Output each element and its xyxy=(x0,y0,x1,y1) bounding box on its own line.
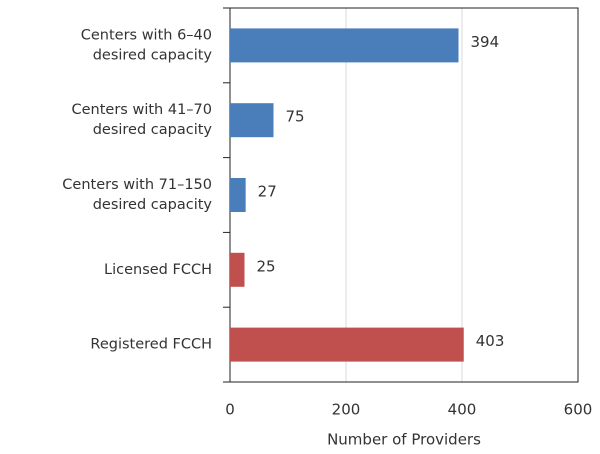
y-tick-label: Centers with 6–40 desired capacity xyxy=(81,27,213,63)
x-tick-label: 0 xyxy=(225,401,235,419)
data-label: 394 xyxy=(471,33,500,51)
x-tick-label: 400 xyxy=(448,401,477,419)
y-tick-label: Licensed FCCH xyxy=(104,262,212,278)
data-label: 403 xyxy=(476,332,505,350)
x-axis-title: Number of Providers xyxy=(327,431,481,449)
data-label: 75 xyxy=(286,108,305,126)
x-tick-label: 200 xyxy=(332,401,361,419)
x-tick-label: 600 xyxy=(564,401,593,419)
y-tick-label: Centers with 71–150 desired capacity xyxy=(62,177,212,213)
plot-frame xyxy=(229,7,579,383)
bar xyxy=(230,327,464,362)
bar xyxy=(230,252,245,287)
bar xyxy=(230,178,246,212)
data-label: 27 xyxy=(258,183,277,201)
data-label: 25 xyxy=(257,257,276,275)
y-tick-label: Registered FCCH xyxy=(90,337,212,353)
bar xyxy=(230,28,459,63)
y-tick-label: Centers with 41–70 desired capacity xyxy=(72,102,213,138)
bar xyxy=(230,103,274,138)
